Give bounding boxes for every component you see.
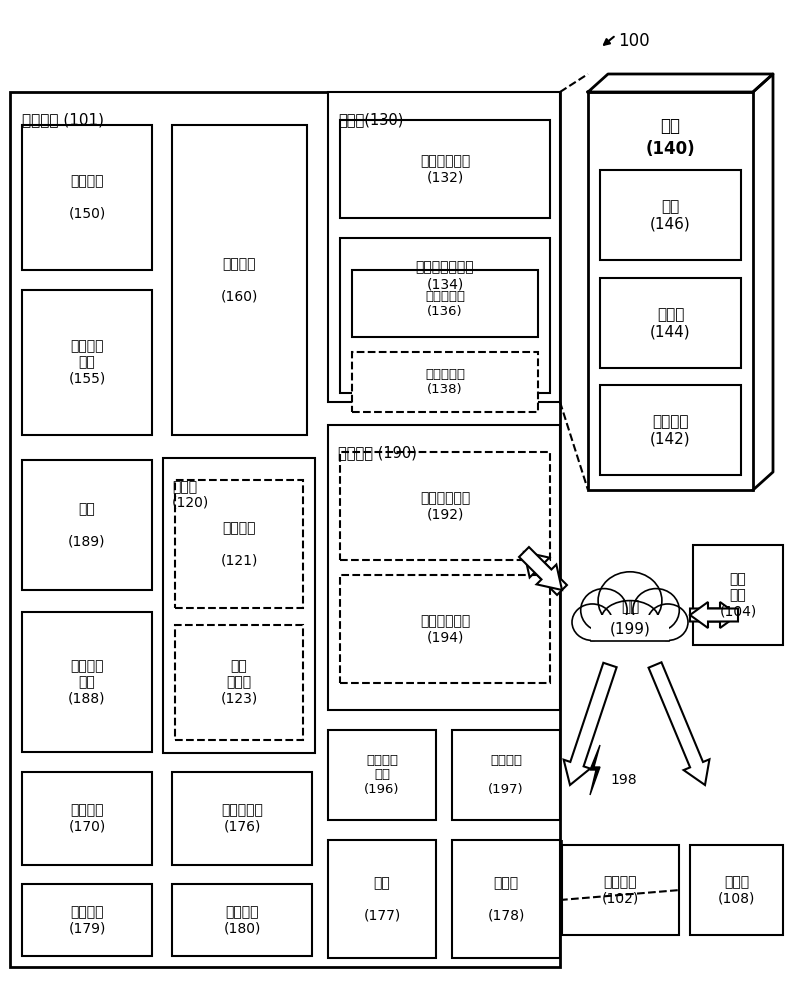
Bar (340, 238, 550, 393)
Text: 声音输出
装置
(155): 声音输出 装置 (155) (69, 339, 106, 386)
Text: 服务器
(108): 服务器 (108) (718, 875, 755, 905)
Bar (175, 480, 303, 608)
Text: 操作系统
(142): 操作系统 (142) (650, 414, 691, 446)
Text: 内部存储器
(136): 内部存储器 (136) (425, 290, 465, 318)
Bar (340, 452, 550, 560)
Text: 程序: 程序 (660, 117, 680, 135)
Text: 天线模块

(197): 天线模块 (197) (488, 754, 524, 796)
Text: 电子
装置
(104): 电子 装置 (104) (720, 572, 757, 618)
Text: (134): (134) (426, 278, 464, 292)
Bar (22, 125, 152, 270)
Text: 通信模块 (190): 通信模块 (190) (338, 445, 417, 460)
Bar (352, 352, 538, 412)
Polygon shape (590, 745, 600, 795)
Text: 接口

(177): 接口 (177) (364, 876, 401, 922)
Text: 网络: 网络 (621, 599, 639, 614)
Text: 音频模块
(170): 音频模块 (170) (69, 803, 106, 834)
Text: 电子装置
(102): 电子装置 (102) (602, 875, 639, 905)
Text: 传感器模块
(176): 传感器模块 (176) (221, 803, 263, 834)
Text: 有线通信模块
(194): 有线通信模块 (194) (420, 614, 470, 644)
Bar (328, 92, 560, 402)
Bar (328, 840, 436, 958)
Bar (175, 625, 303, 740)
Text: 外部存储器
(138): 外部存储器 (138) (425, 368, 465, 396)
Text: 非易失性存储器: 非易失性存储器 (416, 260, 474, 274)
Bar (600, 385, 741, 475)
Text: 相机模块
(180): 相机模块 (180) (223, 905, 260, 935)
Bar (693, 545, 783, 645)
Text: 电子装置 (101): 电子装置 (101) (22, 112, 104, 127)
Text: 电源管理
模块
(188): 电源管理 模块 (188) (69, 659, 106, 705)
Bar (328, 425, 560, 710)
Bar (10, 92, 560, 967)
Ellipse shape (581, 589, 627, 632)
Bar (340, 575, 550, 683)
Bar (600, 278, 741, 368)
Polygon shape (690, 602, 738, 628)
Bar (562, 845, 679, 935)
Text: 中间件
(144): 中间件 (144) (650, 307, 691, 339)
Bar (172, 884, 312, 956)
Ellipse shape (572, 604, 612, 640)
Text: 存储器(130): 存储器(130) (338, 112, 403, 127)
Bar (452, 730, 560, 820)
Polygon shape (524, 552, 567, 595)
Text: (140): (140) (645, 140, 695, 158)
Bar (22, 612, 152, 752)
Text: 用户标识
模块
(196): 用户标识 模块 (196) (365, 754, 400, 796)
Text: 100: 100 (618, 32, 649, 50)
Text: 输入装置

(150): 输入装置 (150) (69, 174, 106, 221)
Text: 无线通信模块
(192): 无线通信模块 (192) (420, 491, 470, 521)
Ellipse shape (601, 601, 659, 639)
Bar (690, 845, 783, 935)
Bar (22, 460, 152, 590)
Bar (172, 125, 307, 435)
Text: 辅助
处理器
(123): 辅助 处理器 (123) (220, 659, 258, 706)
Bar (340, 120, 550, 218)
Text: 处理器: 处理器 (172, 480, 197, 494)
Bar (590, 615, 669, 641)
Text: (199): (199) (610, 621, 650, 637)
Bar (600, 170, 741, 260)
Bar (328, 730, 436, 820)
Text: 连接端

(178): 连接端 (178) (488, 876, 525, 922)
Bar (172, 772, 312, 865)
Text: 触觉模块
(179): 触觉模块 (179) (69, 905, 106, 935)
Polygon shape (563, 663, 617, 785)
Bar (163, 458, 315, 753)
Polygon shape (519, 547, 562, 590)
Text: 电池

(189): 电池 (189) (69, 502, 106, 548)
Polygon shape (690, 602, 738, 628)
Text: 显示装置

(160): 显示装置 (160) (221, 257, 258, 303)
Bar (588, 92, 753, 490)
Ellipse shape (598, 572, 662, 629)
Bar (452, 840, 560, 958)
Text: 主处理器

(121): 主处理器 (121) (220, 521, 258, 567)
Text: 易失性存储器
(132): 易失性存储器 (132) (420, 154, 470, 184)
Polygon shape (649, 662, 709, 785)
Text: 应用
(146): 应用 (146) (650, 199, 691, 231)
Bar (22, 290, 152, 435)
Ellipse shape (633, 589, 679, 632)
Text: 198: 198 (610, 773, 637, 787)
Bar (352, 270, 538, 337)
Ellipse shape (648, 604, 688, 640)
Bar (22, 884, 152, 956)
Bar (22, 772, 152, 865)
Text: (120): (120) (172, 496, 209, 510)
